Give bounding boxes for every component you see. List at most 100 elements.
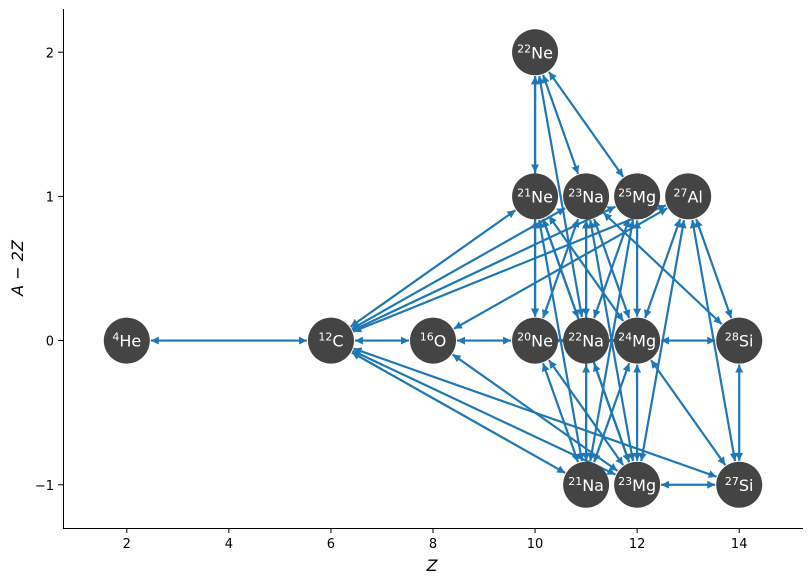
x-tick-label: 6 [327,537,335,552]
y-tick-label: 1 [46,190,54,205]
node-circle [512,173,559,220]
node-label: 12C [318,331,343,351]
edge-mg23-na22 [593,362,631,463]
node-label: 28Si [725,331,754,351]
node-circle [716,461,763,508]
node-circle [614,173,661,220]
y-ticks: −1 0 1 2 [35,46,63,494]
node-he4: 4He [103,317,150,364]
node-circle [563,461,610,508]
node-mass: 4 [112,331,119,344]
edge-si27-mg24 [650,359,727,466]
edge-al27-mg23 [638,219,687,462]
x-axis-label: Z [426,556,439,575]
edge-c12-ne21 [349,209,517,328]
node-circle [512,317,559,364]
x-ticks: 2 4 6 8 10 12 14 [123,528,748,552]
node-circle [307,317,354,364]
node-symbol: Mg [632,332,656,351]
node-mg24: 24Mg [614,317,661,364]
x-tick-label: 12 [629,537,646,552]
node-mass: 22 [568,331,582,344]
node-ne22: 22Ne [512,29,559,76]
node-label: 23Mg [618,475,656,495]
node-circle [716,317,763,364]
x-tick-label: 2 [123,537,131,552]
node-label: 16O [420,331,447,351]
node-symbol: Ne [531,332,553,351]
node-label: 20Ne [517,331,553,351]
node-ne20: 20Ne [512,317,559,364]
node-label: 22Na [568,331,604,351]
edge-o16-mg23 [451,353,619,472]
node-label: 4He [112,331,141,351]
edge-al27-si27 [689,219,738,462]
node-symbol: C [332,332,343,351]
node-mass: 20 [517,331,531,344]
x-tick-label: 4 [225,537,233,552]
x-tick-label: 10 [527,537,544,552]
node-si27: 27Si [716,461,763,508]
edge-c12-al27 [352,204,667,333]
node-c12: 12C [307,317,354,364]
node-label: 23Na [568,186,604,206]
node-symbol: Mg [632,476,656,495]
node-ne21: 21Ne [512,173,559,220]
node-na21: 21Na [563,461,610,508]
node-si28: 28Si [716,317,763,364]
node-label: 22Ne [517,42,553,62]
node-na22: 22Na [563,317,610,364]
y-tick-label: 0 [46,335,54,350]
node-o16: 16O [410,317,456,364]
node-mass: 16 [420,331,434,344]
node-mass: 12 [318,331,332,344]
node-mass: 22 [517,42,531,55]
node-circle [103,317,150,364]
node-circle [665,173,712,220]
node-symbol: Na [582,476,604,495]
node-label: 21Na [568,475,604,495]
y-axis-label: A − 2Z [8,239,27,297]
node-al27: 27Al [665,173,712,220]
node-symbol: Na [582,332,604,351]
node-symbol: Ne [531,43,553,62]
node-mass: 28 [725,331,739,344]
node-circle [614,461,661,508]
x-tick-label: 8 [429,537,437,552]
x-tick-label: 14 [731,537,748,552]
edges [150,71,744,489]
edge-c12-na23 [351,207,566,330]
node-mass: 27 [725,475,739,488]
node-symbol: Si [739,476,754,495]
node-symbol: Ne [531,187,553,206]
node-mass: 24 [618,331,632,344]
node-symbol: Al [687,187,702,206]
node-mass: 27 [673,186,687,199]
node-label: 24Mg [618,331,656,351]
node-circle [614,317,661,364]
node-symbol: O [434,332,447,351]
node-circle [563,173,610,220]
node-mass: 21 [517,186,531,199]
node-mass: 25 [618,186,632,199]
node-symbol: Mg [632,187,656,206]
y-tick-label: −1 [35,479,54,494]
node-label: 25Mg [618,186,656,206]
node-symbol: He [119,332,141,351]
edge-na23-ne20 [541,218,580,319]
node-symbol: Na [582,187,604,206]
node-mg25: 25Mg [614,173,661,220]
node-symbol: Si [739,332,754,351]
node-label: 27Al [673,186,702,206]
node-label: 21Ne [517,186,553,206]
node-mass: 23 [568,186,582,199]
node-label: 27Si [725,475,754,495]
node-circle [512,29,559,76]
node-mass: 21 [568,475,582,488]
node-mg23: 23Mg [614,461,661,508]
node-na23: 23Na [563,173,610,220]
node-mass: 23 [618,475,632,488]
